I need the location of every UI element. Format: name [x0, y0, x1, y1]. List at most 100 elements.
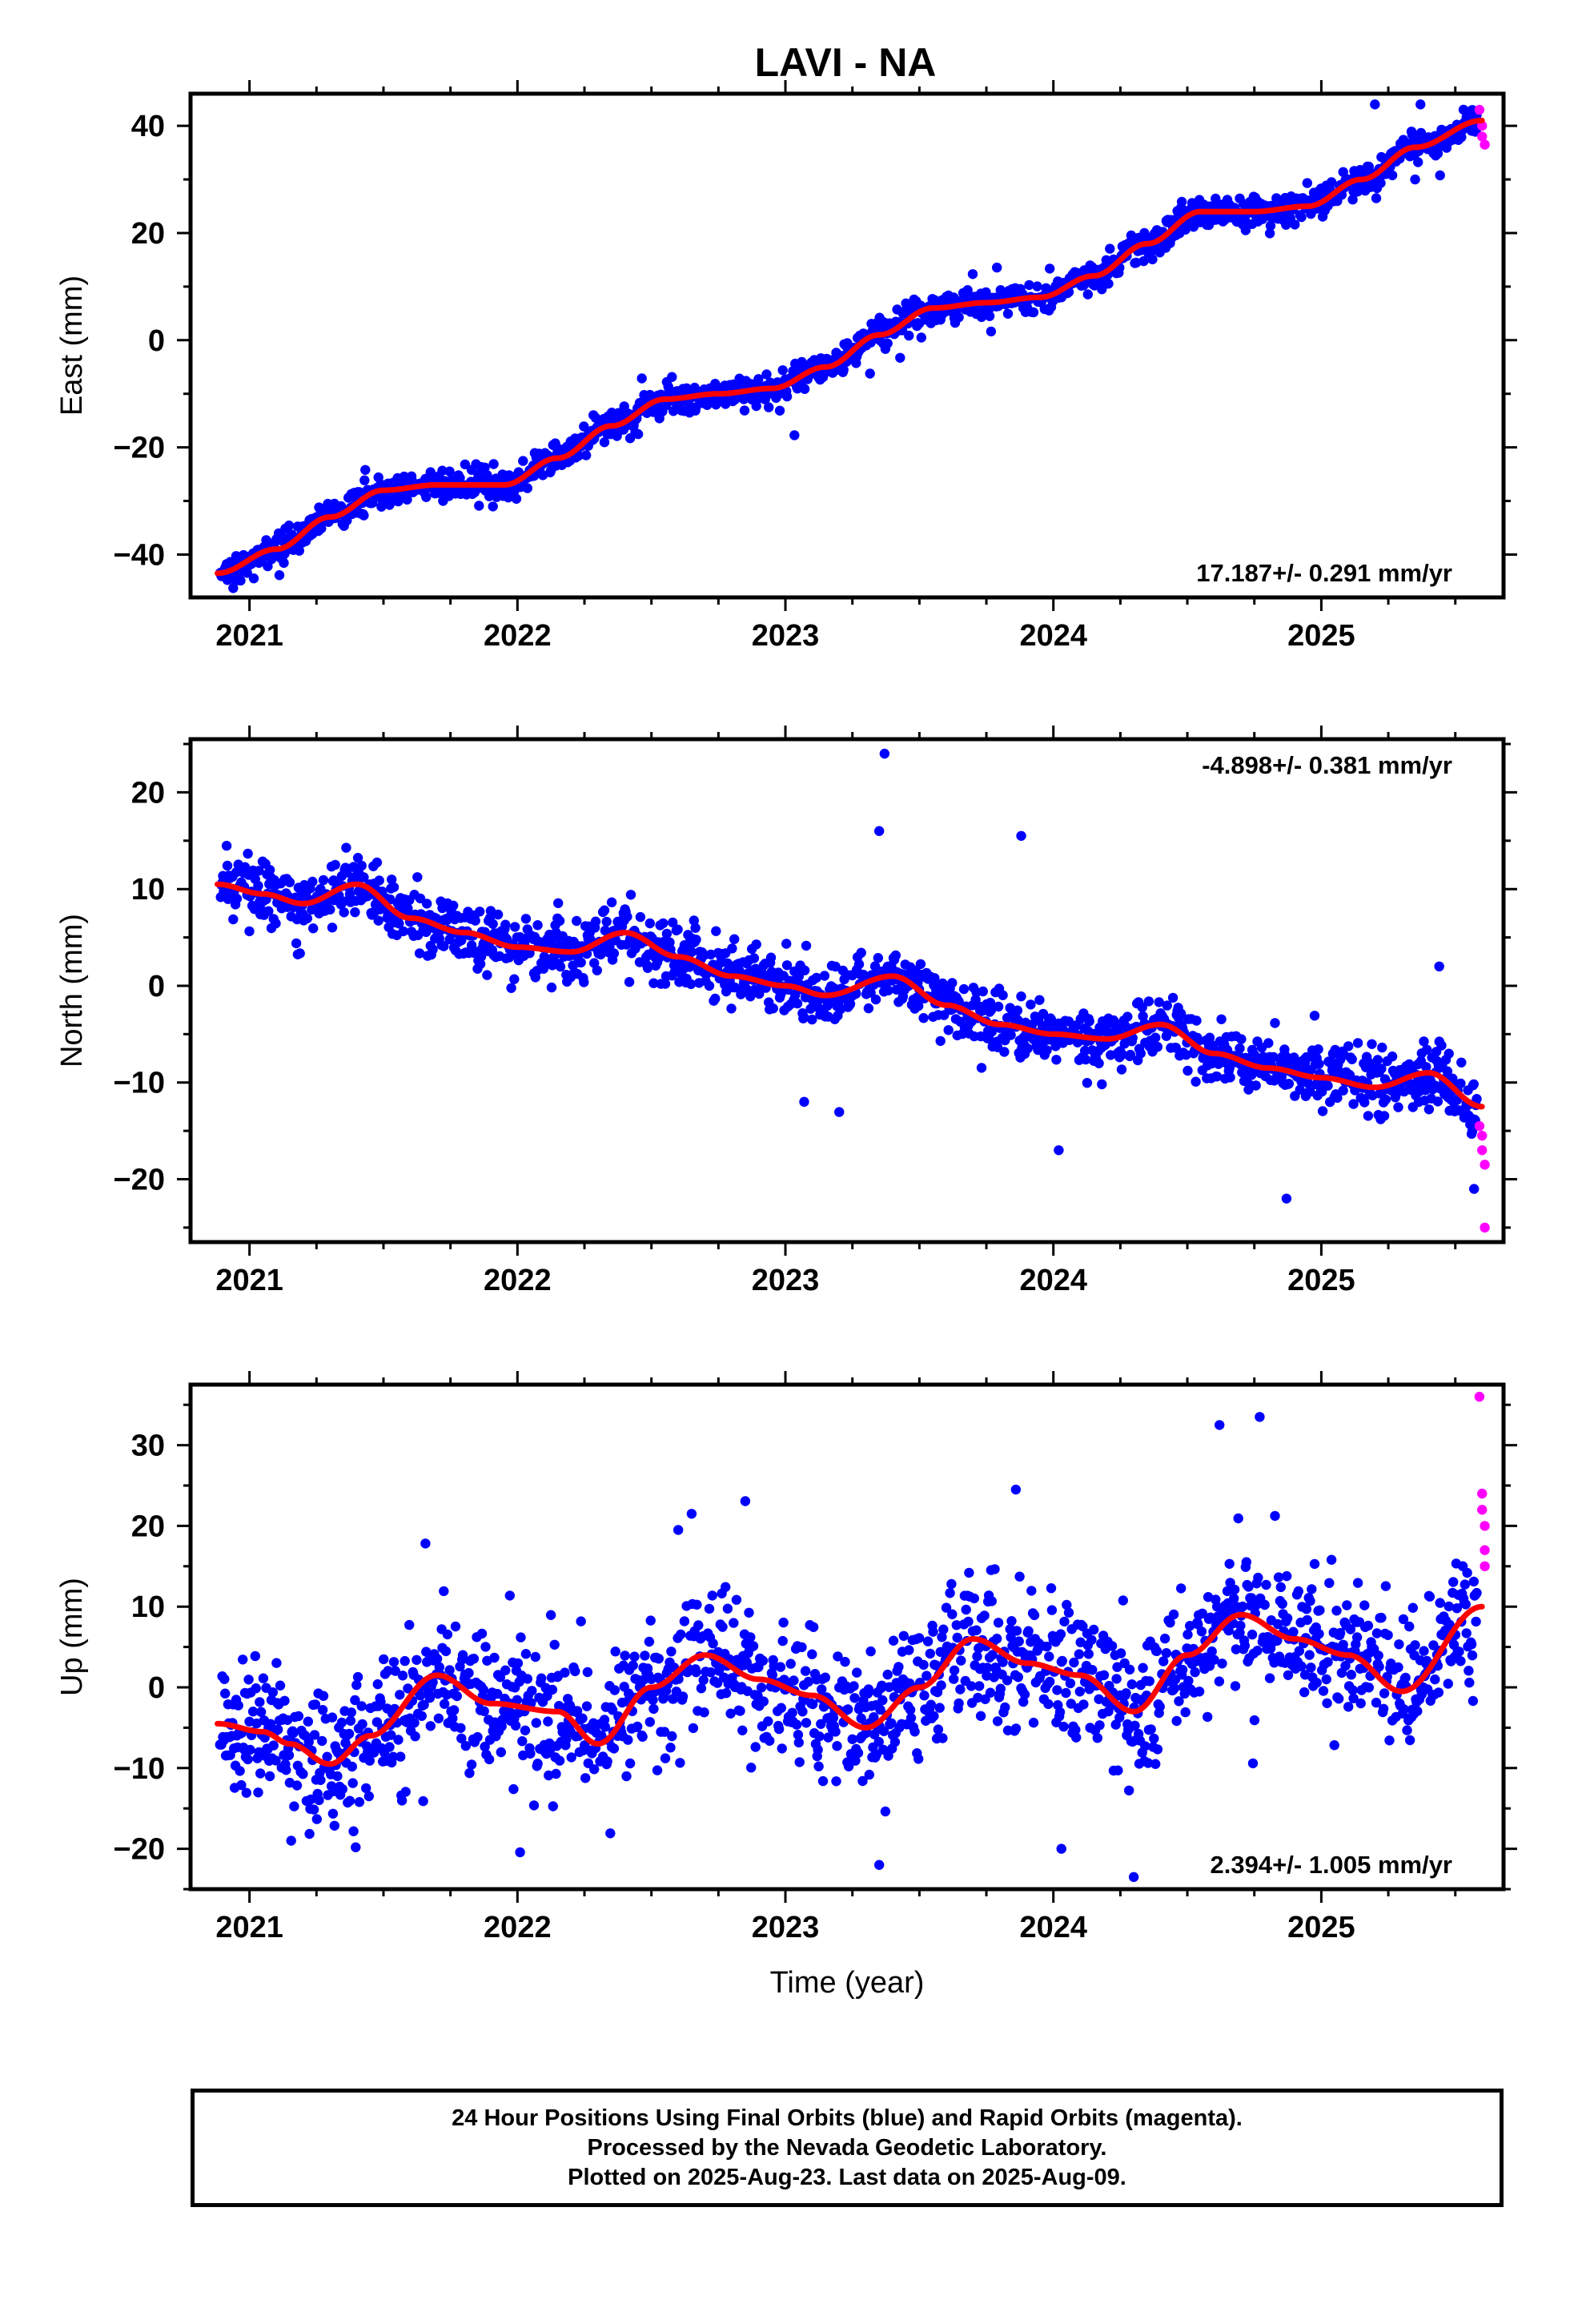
final-orbit-point: [329, 1820, 339, 1831]
final-orbit-point: [765, 1735, 775, 1746]
final-orbit-point: [820, 1672, 831, 1683]
final-orbit-point: [648, 1703, 659, 1715]
final-orbit-point: [721, 1582, 731, 1592]
final-orbit-point: [642, 963, 653, 974]
final-orbit-point: [311, 1814, 322, 1824]
final-orbit-point: [787, 1707, 797, 1718]
final-orbit-point: [823, 1732, 833, 1743]
final-orbit-point: [390, 1666, 400, 1676]
final-orbit-point: [624, 977, 635, 987]
final-orbit-point: [1042, 1045, 1052, 1055]
final-orbit-point: [359, 510, 369, 521]
final-orbit-point: [222, 860, 233, 871]
final-orbit-point: [375, 1697, 386, 1707]
final-orbit-point: [1305, 1595, 1315, 1606]
final-orbit-point: [1217, 1659, 1227, 1669]
final-orbit-point: [1026, 1586, 1037, 1596]
final-orbit-point: [1159, 1633, 1170, 1644]
final-orbit-point: [341, 842, 351, 853]
final-orbit-point: [938, 1733, 948, 1743]
final-orbit-point: [1082, 289, 1094, 300]
final-orbit-point: [1412, 1706, 1423, 1716]
final-orbit-point: [1367, 1039, 1377, 1050]
final-orbit-point: [1326, 1554, 1337, 1565]
final-orbit-point: [1240, 225, 1251, 235]
final-orbit-point: [967, 269, 978, 279]
final-orbit-point: [590, 916, 601, 927]
final-orbit-point: [727, 943, 737, 954]
fit-curve: [215, 1603, 1485, 1767]
final-orbit-point: [1024, 279, 1034, 291]
final-orbit-point: [576, 1616, 586, 1626]
final-orbit-point: [951, 1620, 962, 1630]
final-orbit-point: [489, 1652, 500, 1663]
final-orbit-point: [551, 1768, 561, 1779]
final-orbit-point: [452, 1691, 462, 1702]
final-orbit-point: [943, 1025, 954, 1035]
final-orbit-point: [548, 951, 559, 963]
final-orbit-point: [291, 938, 302, 949]
final-orbit-point: [692, 1599, 702, 1610]
final-orbit-point: [439, 1586, 449, 1597]
final-orbit-point: [344, 889, 355, 899]
final-orbit-point: [460, 459, 471, 470]
final-orbit-point: [632, 1721, 643, 1732]
rapid-orbit-point: [1477, 131, 1488, 142]
final-orbit-point: [1273, 1618, 1283, 1630]
final-orbit-point: [1014, 1571, 1025, 1582]
final-orbit-point: [1151, 1646, 1162, 1656]
final-orbit-point: [1295, 1084, 1305, 1095]
final-orbit-point: [704, 1603, 715, 1614]
final-orbit-point: [396, 1751, 406, 1762]
final-orbit-point: [982, 1671, 992, 1681]
final-orbit-point: [1464, 1666, 1474, 1676]
final-orbit-point: [659, 1727, 670, 1737]
final-orbit-point: [661, 928, 673, 939]
final-orbit-point: [776, 1703, 786, 1713]
final-orbit-point: [528, 1800, 540, 1811]
final-orbit-point: [545, 1610, 556, 1620]
final-orbit-point: [998, 990, 1008, 1000]
final-orbit-point: [873, 1860, 885, 1870]
final-orbit-point: [1113, 1765, 1123, 1775]
final-orbit-point: [1174, 1696, 1184, 1707]
final-orbit-point: [241, 1787, 251, 1798]
final-orbit-point: [404, 1619, 415, 1630]
final-orbit-point: [1154, 997, 1164, 1007]
plot-frame: [188, 737, 1506, 1244]
final-orbit-point: [873, 953, 884, 963]
final-orbit-point: [1006, 1616, 1017, 1626]
final-orbit-point: [1456, 1078, 1466, 1089]
final-orbit-point: [418, 1795, 428, 1807]
final-orbit-point: [1303, 1078, 1314, 1088]
final-orbit-point: [432, 1654, 443, 1664]
final-orbit-point: [675, 1758, 685, 1768]
final-orbit-point: [1371, 193, 1382, 203]
final-orbit-point: [1207, 1646, 1217, 1657]
final-orbit-point: [1052, 1685, 1062, 1695]
final-orbit-point: [1150, 1759, 1161, 1769]
final-orbit-point: [420, 1538, 431, 1549]
final-orbit-point: [729, 1618, 739, 1628]
final-orbit-point: [1115, 1648, 1126, 1659]
final-orbit-point: [346, 1707, 356, 1718]
final-orbit-point: [677, 1691, 689, 1702]
x-tick-label: 2024: [1019, 1264, 1087, 1297]
final-orbit-point: [1190, 1667, 1200, 1678]
final-orbit-point: [1314, 1629, 1324, 1639]
final-orbit-point: [596, 1731, 607, 1741]
final-orbit-point: [1394, 1639, 1404, 1650]
final-orbit-point: [1436, 1040, 1447, 1051]
final-orbit-point: [243, 1675, 254, 1685]
final-orbit-point: [665, 1743, 676, 1753]
final-orbit-point: [785, 1659, 796, 1669]
final-orbit-point: [1006, 1632, 1016, 1642]
final-orbit-point: [1146, 1724, 1156, 1735]
final-orbit-point: [1313, 1044, 1323, 1055]
final-orbit-point: [1461, 1628, 1472, 1638]
x-tick-label: 2023: [752, 1911, 820, 1944]
final-orbit-point: [931, 1660, 942, 1671]
final-orbit-point: [1026, 999, 1036, 1010]
final-orbit-point: [264, 1771, 275, 1782]
